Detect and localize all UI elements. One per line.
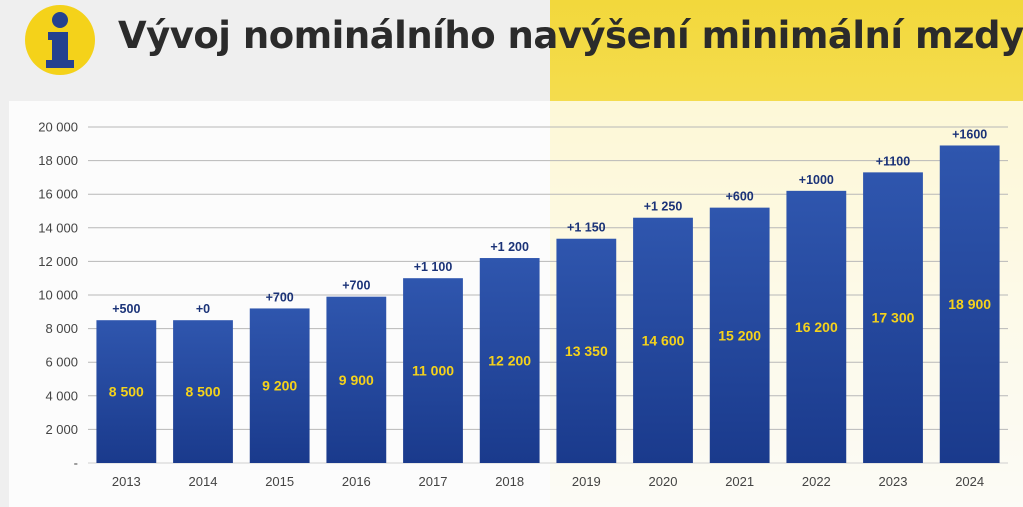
bar-2021 (709, 207, 770, 463)
value-label: 17 300 (872, 310, 915, 326)
bar-2016 (326, 296, 387, 463)
value-label: 16 200 (795, 319, 838, 335)
y-tick-label: 20 000 (38, 120, 78, 135)
y-tick-label: 4 000 (45, 388, 78, 403)
x-tick-label: 2023 (879, 474, 908, 489)
info-icon (25, 5, 95, 75)
x-tick-label: 2017 (419, 474, 448, 489)
value-label: 8 500 (185, 384, 220, 400)
value-label: 8 500 (109, 384, 144, 400)
x-tick-label: 2021 (725, 474, 754, 489)
value-label: 18 900 (948, 296, 991, 312)
y-tick-label: 8 000 (45, 321, 78, 336)
y-tick-label: 6 000 (45, 355, 78, 370)
x-tick-label: 2024 (955, 474, 984, 489)
x-tick-label: 2019 (572, 474, 601, 489)
y-tick-label: 14 000 (38, 220, 78, 235)
bar-2017 (403, 278, 463, 463)
bar-2019 (556, 238, 617, 463)
value-label: 13 350 (565, 343, 608, 359)
increment-label: +1 250 (644, 200, 683, 214)
bar-2013 (96, 320, 157, 463)
value-label: 15 200 (718, 327, 761, 343)
bar-2020 (633, 217, 693, 463)
y-tick-label: 10 000 (38, 288, 78, 303)
increment-label: +700 (342, 279, 370, 293)
increment-label: +1600 (952, 127, 987, 141)
value-label: 9 900 (339, 372, 374, 388)
increment-label: +500 (112, 302, 140, 316)
x-tick-label: 2013 (112, 474, 141, 489)
bar-2018 (479, 258, 540, 463)
y-tick-label: - (74, 456, 78, 471)
value-label: 14 600 (642, 332, 685, 348)
y-tick-label: 18 000 (38, 153, 78, 168)
y-tick-label: 16 000 (38, 187, 78, 202)
x-tick-label: 2020 (649, 474, 678, 489)
y-tick-label: 2 000 (45, 422, 78, 437)
increment-label: +600 (726, 190, 754, 204)
value-label: 12 200 (488, 353, 531, 369)
y-tick-label: 12 000 (38, 254, 78, 269)
bar-2024 (939, 145, 1000, 464)
page-title: Vývoj nominálního navýšení minimální mzd… (118, 14, 1023, 57)
bar-2014 (173, 320, 233, 463)
increment-label: +1100 (876, 154, 910, 168)
x-tick-label: 2014 (189, 474, 218, 489)
increment-label: +700 (266, 290, 294, 304)
x-tick-label: 2016 (342, 474, 371, 489)
value-label: 11 000 (412, 363, 454, 379)
x-tick-label: 2018 (495, 474, 524, 489)
increment-label: +0 (196, 302, 210, 316)
bar-2022 (786, 190, 847, 463)
increment-label: +1000 (799, 173, 834, 187)
bar-2023 (863, 172, 923, 464)
increment-label: +1 100 (414, 260, 453, 274)
x-tick-label: 2022 (802, 474, 831, 489)
increment-label: +1 150 (567, 221, 606, 235)
bar-2015 (249, 308, 310, 463)
value-label: 9 200 (262, 378, 297, 394)
increment-label: +1 200 (490, 240, 529, 254)
x-tick-label: 2015 (265, 474, 294, 489)
